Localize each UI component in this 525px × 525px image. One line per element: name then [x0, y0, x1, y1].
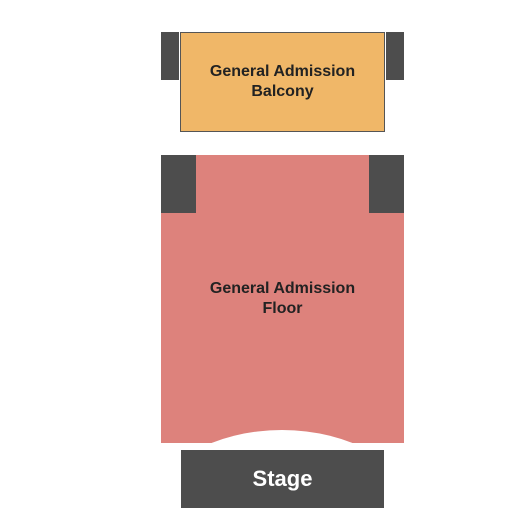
ga-floor-label: General Admission Floor	[161, 279, 404, 319]
seating-map: General Admission Balcony General Admiss…	[0, 0, 525, 525]
stage-label: Stage	[181, 450, 384, 508]
balcony-corner-right	[386, 32, 404, 80]
ga-floor-label-line1: General Admission	[210, 279, 355, 299]
floor-corner-left	[161, 155, 196, 213]
stage-label-text: Stage	[253, 465, 313, 493]
ga-balcony-label-line1: General Admission	[210, 62, 355, 82]
ga-balcony-label: General Admission Balcony	[180, 32, 385, 132]
ga-balcony-label-line2: Balcony	[251, 82, 313, 102]
floor-corner-right	[369, 155, 404, 213]
ga-floor-label-line2: Floor	[263, 299, 303, 319]
balcony-corner-left	[161, 32, 179, 80]
